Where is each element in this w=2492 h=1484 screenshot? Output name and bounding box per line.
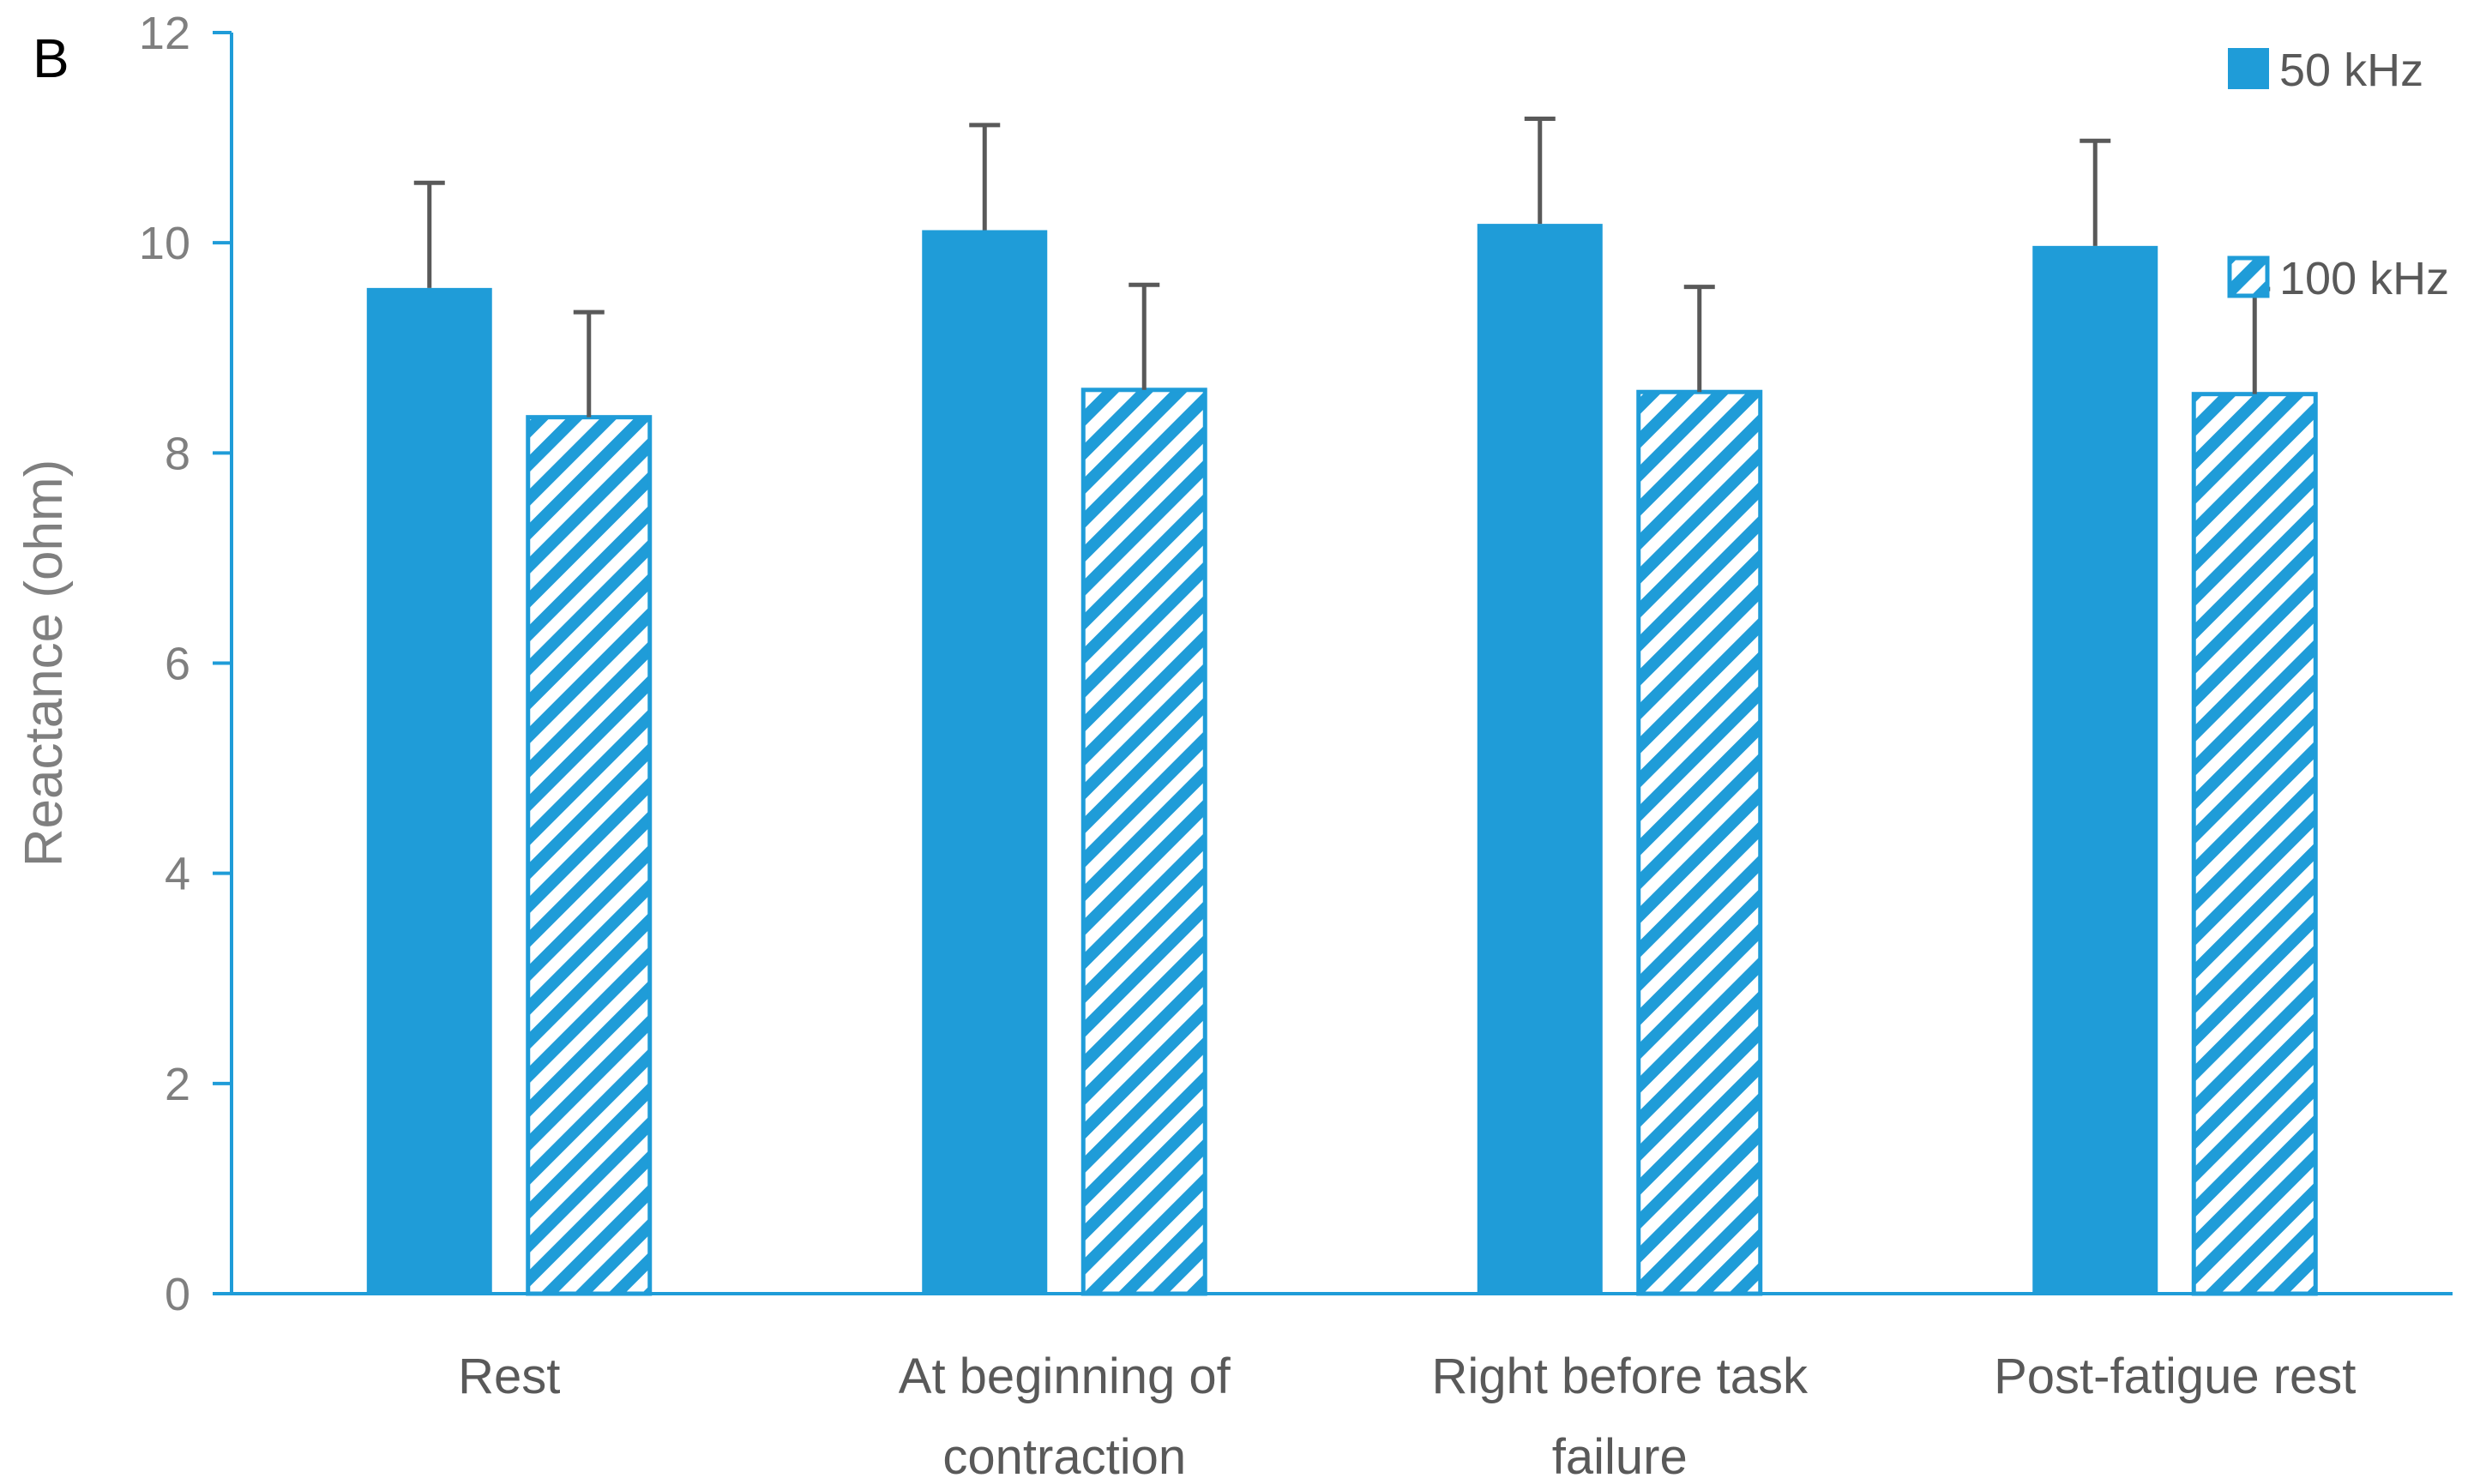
y-axis-title: Reactance (ohm) [15,460,74,868]
bar-50khz [1477,224,1603,1294]
category-label: Right before task [1432,1349,1809,1404]
bars [366,117,2318,1296]
y-tick-label: 0 [165,1269,190,1320]
bar-100khz [1636,389,1763,1296]
legend: 50 kHz 100 kHz [2227,45,2449,304]
y-tick-label: 8 [165,428,190,479]
legend-swatch-50khz [2228,48,2269,89]
legend-swatch-100khz [2227,255,2270,298]
panel-label: B [33,27,69,89]
category-label: failure [1552,1429,1688,1484]
y-tick-label: 10 [139,218,190,269]
bar-100khz [1080,388,1207,1296]
legend-label: 100 kHz [2279,253,2449,304]
y-tick-label: 2 [165,1059,190,1110]
category-labels: Rest At beginning of contraction Right befo… [458,1349,2356,1484]
category-label: contraction [942,1429,1186,1484]
bar-100khz [526,415,653,1296]
bar-100khz [2191,392,2318,1296]
legend-label: 50 kHz [2279,45,2423,96]
bar-50khz [922,230,1048,1294]
category-label: Post-fatigue rest [1994,1349,2356,1404]
y-tick-label: 12 [139,8,190,59]
bar-50khz [2032,245,2158,1294]
category-label: At beginning of [899,1349,1231,1404]
category-label: Rest [458,1349,560,1404]
y-tick-label: 6 [165,639,190,690]
y-tick-label: 4 [165,849,190,900]
bar-50khz [366,287,492,1295]
